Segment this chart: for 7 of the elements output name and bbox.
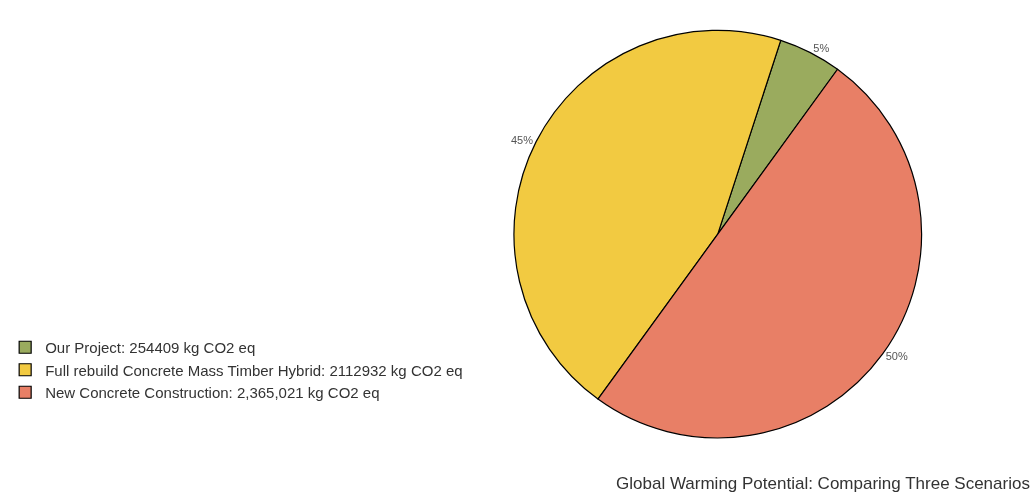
- data-label: 5%: [813, 41, 830, 54]
- legend-label: Our Project: 254409 kg CO2 eq: [45, 339, 256, 357]
- legend-label: New Concrete Construction: 2,365,021 kg CO2 eq: [45, 384, 380, 402]
- text: Global Warming Potential: Comparing Three Scenarios: [616, 474, 1030, 494]
- legend-label: Full rebuild Concrete Mass Timber Hybrid: 2112932 kg CO2 eq: [45, 361, 463, 379]
- data-label: 50%: [885, 350, 908, 363]
- data-label: 45%: [510, 134, 534, 147]
